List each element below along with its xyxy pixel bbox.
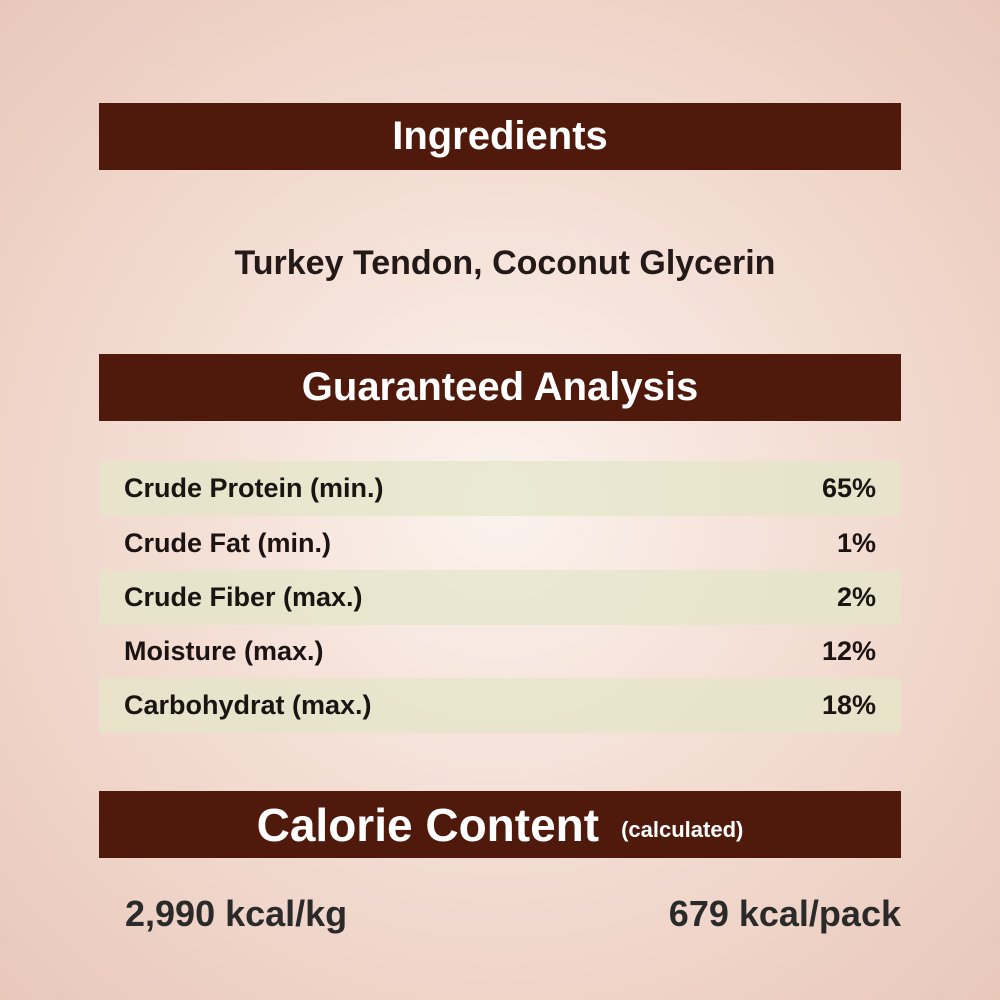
row-value: 65%	[821, 473, 876, 503]
calorie-per-kg: 2,990 kcal/kg	[125, 893, 348, 934]
row-label: Carbohydrat (max.)	[124, 690, 372, 720]
analysis-row: Crude Protein (min.) 65%	[99, 461, 901, 516]
analysis-row: Carbohydrat (max.) 18%	[99, 678, 901, 733]
calorie-per-pack: 679 kcal/pack	[668, 893, 901, 934]
analysis-row: Crude Fiber (max.) 2%	[99, 570, 901, 625]
ingredients-text: Turkey Tendon, Coconut Glycerin	[234, 244, 776, 282]
row-label: Crude Protein (min.)	[124, 473, 384, 503]
ingredients-header: Ingredients	[99, 103, 901, 170]
calorie-header: Calorie Content (calculated)	[99, 791, 901, 858]
analysis-header: Guaranteed Analysis	[99, 354, 901, 421]
row-label: Moisture (max.)	[124, 636, 324, 666]
row-value: 12%	[821, 636, 876, 666]
calorie-note: (calculated)	[621, 816, 744, 842]
row-label: Crude Fiber (max.)	[124, 582, 363, 612]
calorie-title: Calorie Content	[256, 798, 600, 851]
row-value: 1%	[836, 528, 876, 558]
analysis-row: Crude Fat (min.) 1%	[99, 516, 901, 571]
row-label: Crude Fat (min.)	[124, 528, 331, 558]
analysis-title: Guaranteed Analysis	[301, 365, 699, 409]
analysis-row: Moisture (max.) 12%	[99, 624, 901, 679]
ingredients-title: Ingredients	[392, 114, 608, 158]
row-value: 18%	[821, 690, 876, 720]
row-value: 2%	[836, 582, 876, 612]
